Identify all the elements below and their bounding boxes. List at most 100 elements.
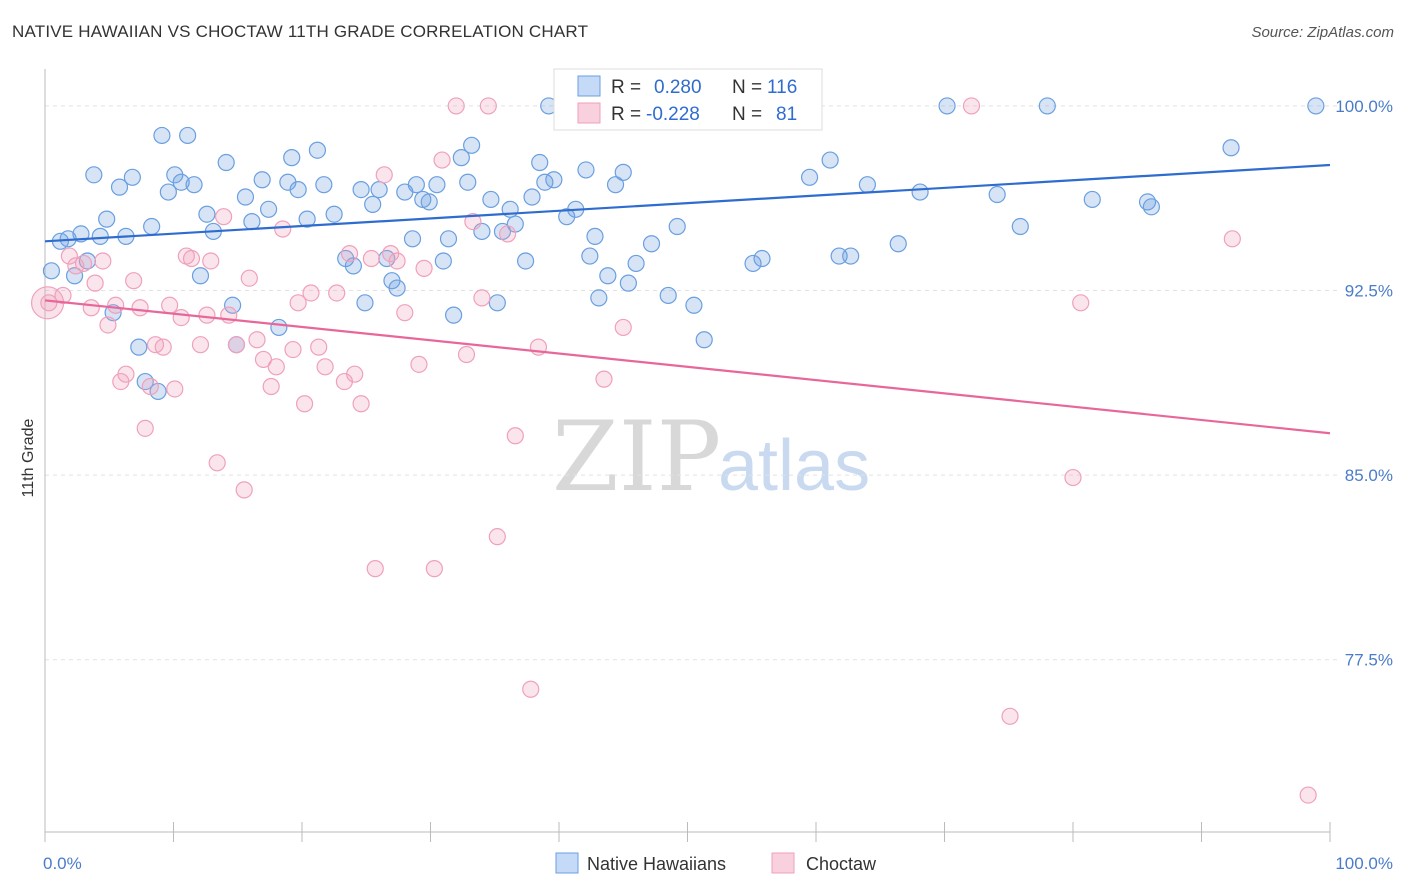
data-point	[130, 338, 148, 356]
data-point	[215, 208, 233, 226]
data-point	[1064, 468, 1082, 487]
data-point	[283, 149, 301, 167]
data-point	[581, 247, 599, 265]
data-point	[420, 193, 438, 211]
watermark-atlas: atlas	[718, 426, 870, 506]
zipatlas-watermark: ZIP atlas	[552, 401, 870, 513]
data-point	[227, 336, 246, 354]
data-point	[522, 680, 540, 698]
data-point	[316, 358, 334, 376]
legend-n-label: N =	[732, 77, 762, 98]
data-point	[302, 284, 320, 302]
data-point	[136, 419, 154, 437]
data-point	[248, 331, 266, 349]
data-point	[606, 176, 625, 194]
data-point	[753, 249, 771, 268]
series-choctaw	[30, 97, 1317, 804]
data-point	[599, 267, 617, 285]
data-point	[172, 308, 190, 327]
series-legend-swatch-blue	[555, 852, 579, 874]
data-point	[479, 97, 497, 115]
series-native-hawaiians	[42, 97, 1325, 401]
legend-n-value: 81	[776, 104, 797, 125]
data-point	[82, 299, 100, 317]
data-point	[695, 331, 713, 349]
data-point	[259, 200, 278, 218]
trend-line	[44, 163, 1331, 243]
legend-n-value: 116	[767, 77, 797, 98]
data-point	[98, 210, 116, 228]
data-point	[586, 227, 604, 245]
data-point	[590, 289, 608, 307]
data-point	[198, 205, 216, 223]
data-point	[235, 481, 253, 499]
legend-swatch-pink	[577, 102, 601, 124]
y-tick-label: 100.0%	[1335, 97, 1393, 116]
data-point	[685, 296, 703, 314]
data-point	[614, 163, 632, 181]
data-point	[1072, 294, 1090, 312]
data-point	[370, 181, 388, 199]
data-point	[938, 97, 956, 115]
series-legend-swatch-pink	[771, 852, 795, 874]
data-point	[74, 254, 93, 273]
data-point	[308, 141, 327, 159]
data-point	[464, 213, 482, 231]
data-point	[340, 244, 359, 263]
data-point	[185, 176, 203, 194]
data-point	[516, 252, 535, 270]
data-point	[595, 370, 613, 388]
data-point	[473, 289, 491, 307]
data-point	[1001, 707, 1019, 725]
data-point	[911, 183, 929, 201]
data-point	[94, 252, 112, 270]
data-point	[166, 380, 184, 398]
data-point	[642, 235, 661, 253]
data-point	[298, 210, 316, 228]
data-point	[208, 454, 226, 472]
data-point	[1222, 139, 1240, 157]
data-point	[545, 171, 563, 189]
data-point	[91, 227, 109, 245]
data-point	[40, 294, 58, 312]
data-point	[143, 217, 161, 236]
data-point	[482, 190, 500, 209]
data-point	[267, 358, 285, 376]
data-point	[125, 272, 143, 290]
data-point	[988, 185, 1006, 204]
data-point	[254, 350, 273, 369]
data-point	[614, 318, 632, 337]
data-point	[1223, 230, 1241, 248]
data-point	[42, 262, 61, 280]
data-point	[86, 274, 104, 292]
axes	[44, 69, 1331, 842]
data-point	[459, 173, 477, 191]
data-point	[439, 230, 458, 248]
data-point	[117, 365, 135, 383]
series-legend-label: Native Hawaiians	[587, 854, 726, 874]
source-label: Source: ZipAtlas.com	[1251, 24, 1394, 41]
data-point	[506, 427, 524, 445]
chart-title: NATIVE HAWAIIAN VS CHOCTAW 11TH GRADE CO…	[12, 22, 589, 41]
series-legend-label: Choctaw	[806, 854, 877, 874]
data-point	[191, 267, 210, 285]
series-legend: Native Hawaiians Choctaw	[555, 852, 877, 874]
grid-lines	[45, 105, 1340, 661]
data-point	[198, 306, 216, 324]
legend-swatch-blue	[577, 75, 601, 97]
data-point	[375, 166, 393, 184]
legend-r-value: -0.228	[646, 104, 700, 125]
data-point	[136, 372, 154, 391]
data-point	[619, 274, 637, 292]
data-point	[217, 153, 235, 172]
data-point	[270, 318, 288, 337]
y-tick-label: 77.5%	[1345, 651, 1393, 670]
data-point	[236, 188, 255, 206]
data-point	[1307, 97, 1325, 115]
legend-r-value: 0.280	[654, 77, 702, 98]
data-point	[744, 254, 762, 273]
data-point	[821, 151, 839, 169]
data-point	[179, 126, 197, 145]
data-point	[800, 168, 819, 186]
data-point	[407, 176, 425, 194]
